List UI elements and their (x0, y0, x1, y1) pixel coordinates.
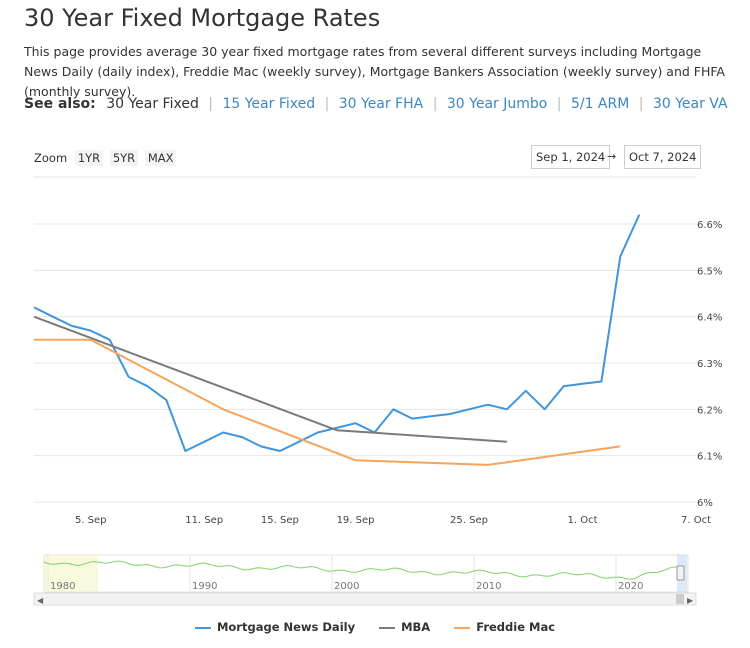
chart-series (33, 214, 641, 466)
zoom-controls: Zoom 1YR 5YR MAX (34, 150, 179, 166)
scroll-right-icon[interactable]: ▶ (687, 596, 694, 605)
x-axis-labels: 5. Sep 11. Sep 15. Sep 19. Sep 25. Sep 1. Oct… (75, 515, 711, 526)
y-tick-label: 6.2% (697, 405, 722, 416)
navigator-label: 2000 (334, 581, 359, 592)
link-15-year-fixed[interactable]: 15 Year Fixed (222, 96, 316, 112)
page-title: 30 Year Fixed Mortgage Rates (24, 4, 381, 32)
x-tick-label: 19. Sep (337, 515, 375, 526)
x-tick-label: 25. Sep (450, 515, 488, 526)
navigator-scrollbar-thumb (676, 594, 684, 604)
link-5-1-arm[interactable]: 5/1 ARM (570, 96, 630, 112)
y-tick-label: 6.5% (697, 266, 722, 277)
navigator-label: 1990 (192, 581, 217, 592)
legend-item-mnd[interactable]: Mortgage News Daily (194, 620, 356, 634)
x-tick-label: 5. Sep (75, 515, 107, 526)
legend-swatch (379, 626, 396, 629)
page-description: This page provides average 30 year fixed… (24, 44, 725, 99)
nav-separator: | (638, 96, 644, 112)
see-also-current: 30 Year Fixed (106, 96, 199, 112)
navigator-handle[interactable] (676, 565, 685, 581)
series-line-freddie (34, 338, 621, 466)
chart-grid (34, 223, 696, 503)
navigator-highlight (44, 555, 98, 592)
zoom-label: Zoom (34, 151, 68, 165)
y-tick-label: 6% (697, 498, 713, 509)
navigator-series (43, 560, 679, 580)
legend-item-freddie-mac[interactable]: Freddie Mac (454, 620, 555, 634)
scroll-left-icon[interactable]: ◀ (37, 596, 44, 605)
y-axis-labels: 6% 6.1% 6.2% 6.3% 6.4% 6.5% 6.6% (697, 220, 722, 509)
nav-separator: | (556, 96, 562, 112)
mortgage-rate-chart: 6% 6.1% 6.2% 6.3% 6.4% 6.5% 6.6% 5. Sep 11. Sep… (33, 176, 722, 606)
x-tick-label: 15. Sep (261, 515, 299, 526)
navigator-scrollbar (33, 592, 697, 606)
nav-separator: | (324, 96, 330, 112)
navigator-frame (43, 554, 689, 593)
x-tick-label: 1. Oct (568, 515, 598, 526)
navigator-label: 2010 (476, 581, 501, 592)
nav-separator: | (208, 96, 214, 112)
link-30-year-fha[interactable]: 30 Year FHA (338, 96, 424, 112)
link-30-year-va[interactable]: 30 Year VA (652, 96, 728, 112)
navigator-label: 2020 (618, 581, 643, 592)
legend-swatch (454, 626, 471, 629)
legend-swatch (194, 626, 211, 629)
chart-legend: Mortgage News Daily MBA Freddie Mac (0, 620, 750, 634)
y-tick-label: 6.6% (697, 220, 722, 231)
zoom-5yr-button[interactable]: 5YR (109, 150, 139, 166)
legend-label: MBA (401, 620, 431, 634)
nav-separator: | (432, 96, 438, 112)
range-arrow: → (607, 150, 617, 163)
zoom-max-button[interactable]: MAX (144, 150, 177, 166)
range-navigator[interactable]: 1980 1990 2000 2010 2020 ◀ ▶ (33, 554, 697, 606)
see-also-label: See also: (24, 96, 96, 112)
series-line-mnd (33, 214, 641, 452)
range-to-input[interactable]: Oct 7, 2024 (624, 145, 702, 169)
y-tick-label: 6.3% (697, 359, 722, 370)
y-tick-label: 6.1% (697, 452, 722, 463)
x-tick-label: 11. Sep (185, 515, 223, 526)
x-tick-label: 7. Oct (681, 515, 711, 526)
link-30-year-jumbo[interactable]: 30 Year Jumbo (446, 96, 548, 112)
series-line-mba (33, 315, 507, 443)
legend-label: Freddie Mac (476, 620, 556, 634)
legend-label: Mortgage News Daily (216, 620, 356, 634)
navigator-label: 1980 (50, 581, 75, 592)
see-also-nav: See also: 30 Year Fixed | 15 Year Fixed … (24, 96, 728, 112)
y-tick-label: 6.4% (697, 313, 722, 324)
zoom-1yr-button[interactable]: 1YR (74, 150, 104, 166)
legend-item-mba[interactable]: MBA (379, 620, 430, 634)
range-from-input[interactable]: Sep 1, 2024 (531, 145, 611, 169)
